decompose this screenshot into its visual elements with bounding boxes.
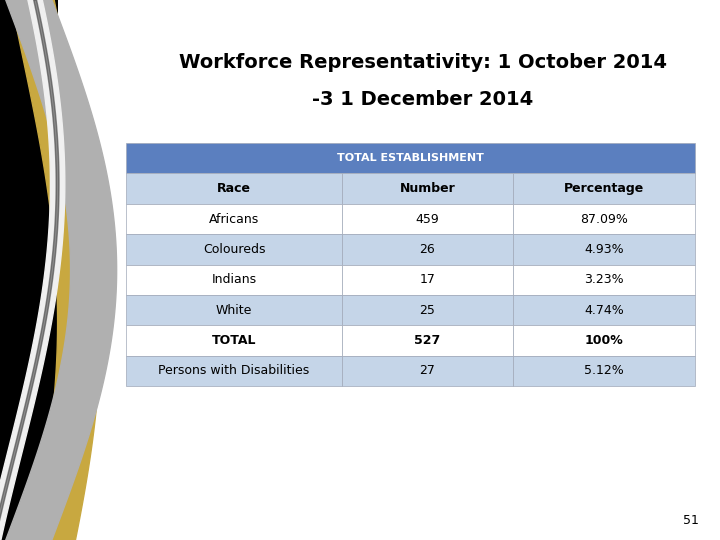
Bar: [126, 204, 342, 234]
Bar: [342, 265, 513, 295]
Bar: [126, 234, 342, 265]
Bar: [342, 325, 513, 356]
Text: Percentage: Percentage: [564, 182, 644, 195]
Bar: [342, 173, 513, 204]
Text: 5.12%: 5.12%: [584, 364, 624, 377]
Bar: [513, 265, 695, 295]
Text: White: White: [216, 303, 252, 316]
Bar: [513, 204, 695, 234]
Text: 17: 17: [420, 273, 436, 286]
Text: 4.74%: 4.74%: [584, 303, 624, 316]
Text: Number: Number: [400, 182, 455, 195]
Text: 26: 26: [420, 243, 436, 256]
Text: 459: 459: [415, 213, 439, 226]
Text: Africans: Africans: [209, 213, 259, 226]
Bar: [513, 234, 695, 265]
Text: 4.93%: 4.93%: [584, 243, 624, 256]
Text: Indians: Indians: [212, 273, 256, 286]
Bar: [126, 295, 342, 325]
Bar: [0, 0, 58, 540]
Text: 87.09%: 87.09%: [580, 213, 628, 226]
Bar: [126, 173, 342, 204]
Text: 51: 51: [683, 514, 698, 526]
Text: Coloureds: Coloureds: [203, 243, 266, 256]
Bar: [513, 173, 695, 204]
Text: -3 1 December 2014: -3 1 December 2014: [312, 90, 534, 110]
Bar: [342, 295, 513, 325]
Bar: [126, 265, 342, 295]
Text: 100%: 100%: [585, 334, 624, 347]
Bar: [342, 356, 513, 386]
Bar: [342, 234, 513, 265]
Bar: [126, 143, 695, 173]
Text: Persons with Disabilities: Persons with Disabilities: [158, 364, 310, 377]
Text: TOTAL ESTABLISHMENT: TOTAL ESTABLISHMENT: [337, 153, 484, 163]
Text: 25: 25: [420, 303, 436, 316]
Text: 527: 527: [414, 334, 441, 347]
Text: 3.23%: 3.23%: [584, 273, 624, 286]
Bar: [342, 204, 513, 234]
Text: Race: Race: [217, 182, 251, 195]
Bar: [513, 325, 695, 356]
Text: Workforce Representativity: 1 October 2014: Workforce Representativity: 1 October 20…: [179, 52, 667, 72]
Bar: [126, 356, 342, 386]
Bar: [126, 325, 342, 356]
Text: 27: 27: [420, 364, 436, 377]
Bar: [513, 295, 695, 325]
Text: TOTAL: TOTAL: [212, 334, 256, 347]
Bar: [513, 356, 695, 386]
